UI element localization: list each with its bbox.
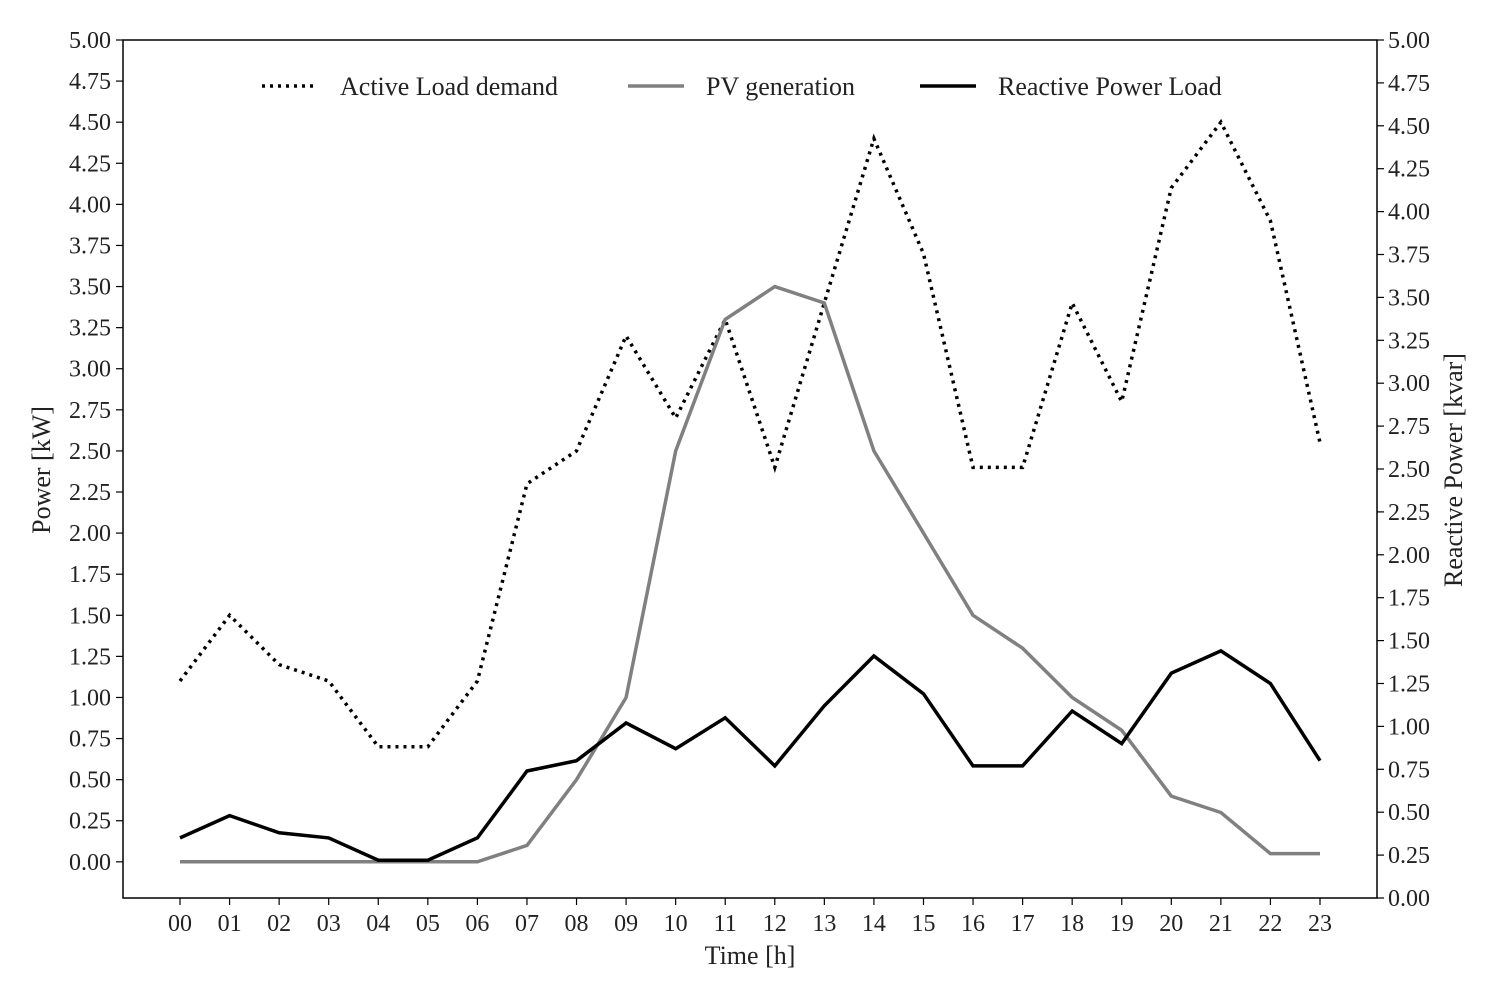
y-tick-label: 3.25 [69,316,111,342]
y-tick-label: 2.25 [69,480,111,506]
y2-tick-label: 2.25 [1388,500,1430,526]
x-tick-label: 10 [664,911,688,937]
y-tick-label: 5.00 [69,28,111,54]
legend-label-2: PV generation [706,72,855,101]
series-line-3 [179,648,1322,862]
y2-tick-label: 4.00 [1388,200,1430,226]
y-tick-label: 0.25 [69,809,111,835]
x-tick-label: 14 [862,911,886,937]
x-tick-label: 06 [465,911,489,937]
x-tick-label: 08 [565,911,589,937]
x-tick-label: 18 [1060,911,1084,937]
left-axis: 0.00 0.25 0.50 0.75 1.00 1.25 1.50 1.75 2.00 2.25… [69,28,123,876]
x-tick-label: 12 [763,911,787,937]
x-tick-label: 01 [218,911,242,937]
x-tick-label: 03 [317,911,341,937]
y2-tick-label: 3.75 [1388,243,1430,269]
y2-tick-label: 0.00 [1388,886,1430,912]
y-tick-label: 1.50 [69,603,111,629]
x-tick-label: 07 [515,911,539,937]
legend: Active Load demand PV generation Reactive … [262,72,1222,101]
legend-label-3: Reactive Power Load [998,72,1222,101]
y2-tick-label: 1.75 [1388,586,1430,612]
y2-tick-label: 4.25 [1388,157,1430,183]
y2-tick-label: 1.00 [1388,714,1430,740]
y-tick-label: 3.75 [69,233,111,259]
y-tick-label: 3.50 [69,275,111,301]
series-layer [178,118,1322,864]
y2-tick-label: 4.50 [1388,114,1430,140]
y2-tick-label: 1.50 [1388,629,1430,655]
y-tick-label: 1.75 [69,562,111,588]
x-tick-label: 00 [168,911,192,937]
y-axis-title: Power [kW] [27,406,56,534]
y2-axis-title: Reactive Power [kvar] [1439,353,1468,587]
y-tick-label: 4.50 [69,110,111,136]
x-axis-title: Time [h] [705,941,796,970]
x-tick-label: 21 [1209,911,1233,937]
x-tick-label: 13 [812,911,836,937]
y-tick-label: 4.25 [69,151,111,177]
x-tick-label: 20 [1159,911,1183,937]
x-tick-label: 04 [366,911,390,937]
y-tick-label: 2.50 [69,439,111,465]
legend-label-1: Active Load demand [340,72,558,101]
x-tick-label: 16 [961,911,985,937]
y-tick-label: 3.00 [69,357,111,383]
y-tick-label: 2.00 [69,521,111,547]
y2-tick-label: 3.00 [1388,371,1430,397]
y2-tick-label: 2.50 [1388,457,1430,483]
y2-tick-label: 0.25 [1388,843,1430,869]
y-tick-label: 4.00 [69,192,111,218]
x-tick-label: 23 [1308,911,1332,937]
y2-tick-label: 0.50 [1388,800,1430,826]
y-tick-label: 0.00 [69,850,111,876]
right-axis: 0.00 0.25 0.50 0.75 1.00 1.25 1.50 1.75 2.00 2.25… [1377,28,1430,912]
x-tick-label: 19 [1110,911,1134,937]
y2-tick-label: 5.00 [1388,28,1430,54]
x-tick-label: 15 [911,911,935,937]
y-tick-label: 0.50 [69,768,111,794]
y-tick-label: 4.75 [69,69,111,95]
series-line-1 [178,118,1322,749]
y2-tick-label: 3.50 [1388,285,1430,311]
x-tick-label: 17 [1011,911,1035,937]
x-tick-label: 05 [416,911,440,937]
x-tick-label: 02 [267,911,291,937]
y2-tick-label: 4.75 [1388,71,1430,97]
x-tick-label: 11 [714,911,737,937]
x-tick-label: 09 [614,911,638,937]
y-tick-label: 1.25 [69,644,111,670]
y2-tick-label: 2.00 [1388,543,1430,569]
x-axis: 00 01 02 03 04 05 06 07 08 09 10 11 12 13 14 15 16 17 18 19… [168,898,1332,937]
y2-tick-label: 1.25 [1388,672,1430,698]
y-tick-label: 0.75 [69,727,111,753]
y-tick-label: 1.00 [69,685,111,711]
x-tick-label: 22 [1258,911,1282,937]
y-tick-label: 2.75 [69,398,111,424]
y2-tick-label: 3.25 [1388,328,1430,354]
series-line-2 [180,284,1320,864]
y2-tick-label: 0.75 [1388,757,1430,783]
plot-frame [122,39,1378,899]
y2-tick-label: 2.75 [1388,414,1430,440]
